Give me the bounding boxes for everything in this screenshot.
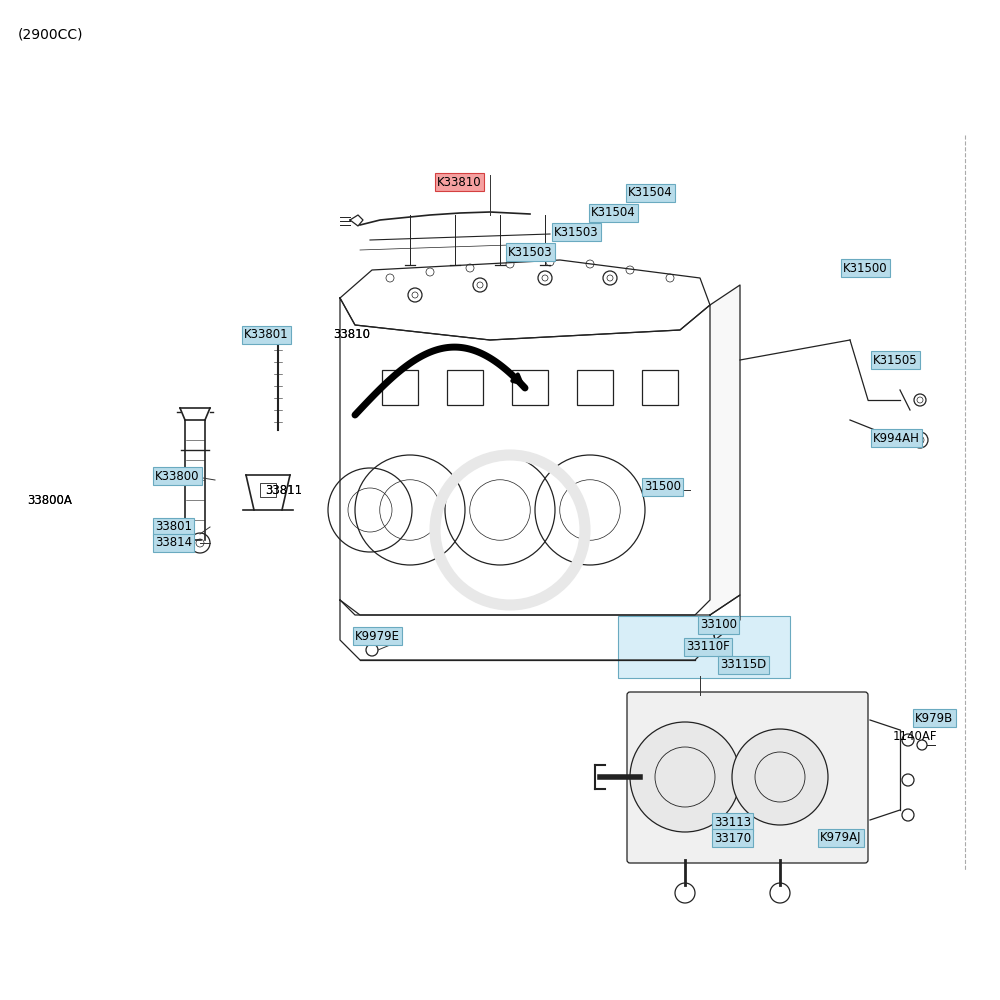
FancyBboxPatch shape bbox=[627, 692, 868, 863]
Polygon shape bbox=[710, 285, 740, 615]
Circle shape bbox=[630, 722, 740, 832]
Text: 31500: 31500 bbox=[644, 481, 681, 493]
Text: K33801: K33801 bbox=[244, 328, 289, 342]
Text: 33800A: 33800A bbox=[27, 493, 72, 506]
Circle shape bbox=[190, 533, 210, 553]
Text: K33800: K33800 bbox=[155, 470, 200, 483]
Text: K31504: K31504 bbox=[591, 207, 636, 220]
Text: 33801: 33801 bbox=[155, 520, 192, 534]
Text: 33115D: 33115D bbox=[720, 658, 766, 672]
Text: K994AH: K994AH bbox=[873, 432, 920, 444]
Text: K33810: K33810 bbox=[437, 176, 482, 188]
Text: 33800A: 33800A bbox=[27, 493, 72, 506]
Text: 33814: 33814 bbox=[155, 536, 192, 550]
Text: K31500: K31500 bbox=[843, 261, 888, 274]
Text: K31503: K31503 bbox=[508, 245, 553, 258]
Text: 33811: 33811 bbox=[265, 484, 302, 496]
Circle shape bbox=[732, 729, 828, 825]
Text: 33810: 33810 bbox=[333, 328, 370, 342]
Text: K31504: K31504 bbox=[628, 186, 673, 200]
Text: (2900CC): (2900CC) bbox=[18, 28, 84, 42]
Text: K979B: K979B bbox=[915, 712, 953, 724]
FancyBboxPatch shape bbox=[618, 616, 790, 678]
Text: K979AJ: K979AJ bbox=[820, 832, 862, 844]
Text: K31503: K31503 bbox=[554, 226, 599, 238]
Text: 1140AF: 1140AF bbox=[893, 730, 938, 742]
Polygon shape bbox=[260, 483, 276, 497]
Text: K9979E: K9979E bbox=[355, 630, 400, 643]
Text: 33110F: 33110F bbox=[686, 641, 730, 654]
Text: 33810: 33810 bbox=[333, 328, 370, 342]
Text: 33811: 33811 bbox=[265, 484, 302, 496]
Text: K31505: K31505 bbox=[873, 354, 918, 366]
Text: 33100: 33100 bbox=[700, 618, 737, 632]
Text: 33170: 33170 bbox=[714, 832, 751, 844]
Text: 33113: 33113 bbox=[714, 816, 751, 828]
